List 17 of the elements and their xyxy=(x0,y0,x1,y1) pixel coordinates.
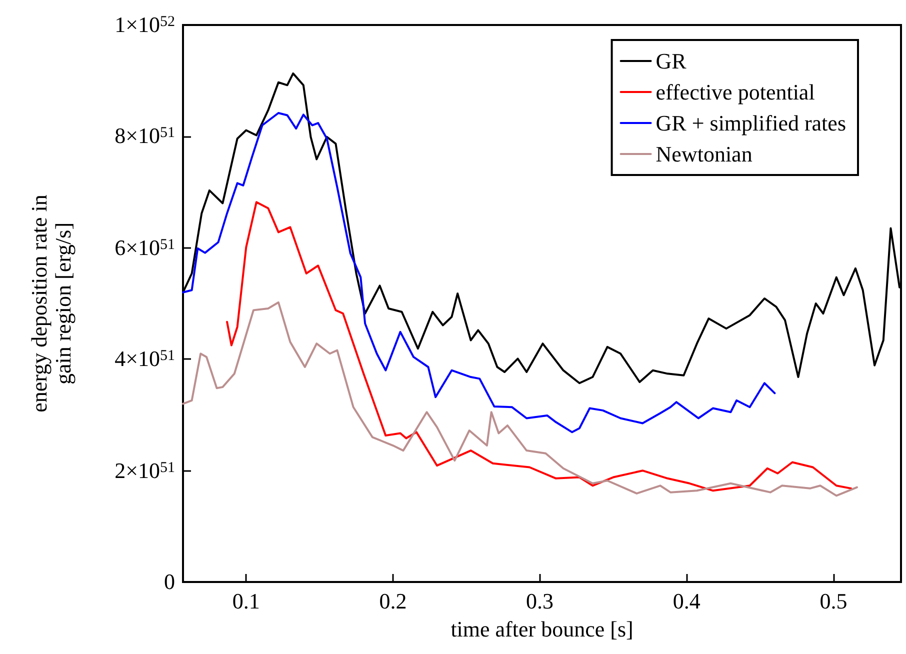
x-axis-title: time after bounce [s] xyxy=(450,616,634,642)
x-tick-label: 0.5 xyxy=(820,588,848,614)
y-tick-label: 6×10$^{51}$ xyxy=(114,234,175,260)
y-tick-label: 2×10$^{51}$ xyxy=(114,458,175,483)
y-tick-label: 1×10$^{52}$ xyxy=(114,12,175,37)
legend-label: GR + simplified rates xyxy=(656,110,846,136)
legend-label: GR xyxy=(656,48,687,74)
y-tick-label: 4×10$^{51}$ xyxy=(114,346,175,372)
x-tick-label: 0.3 xyxy=(526,588,554,614)
y-tick-label: 0 xyxy=(164,569,175,594)
x-tick-label: 0.2 xyxy=(379,588,407,614)
legend-label: effective potential xyxy=(656,80,815,104)
y-tick-label: 8×10$^{51}$ xyxy=(114,123,175,148)
legend-label: Newtonian xyxy=(656,142,752,166)
x-tick-label: 0.1 xyxy=(232,588,260,614)
x-tick-label: 0.4 xyxy=(672,588,700,614)
y-axis-title: energy deposition rate in gain region [erg/s] xyxy=(26,194,76,412)
